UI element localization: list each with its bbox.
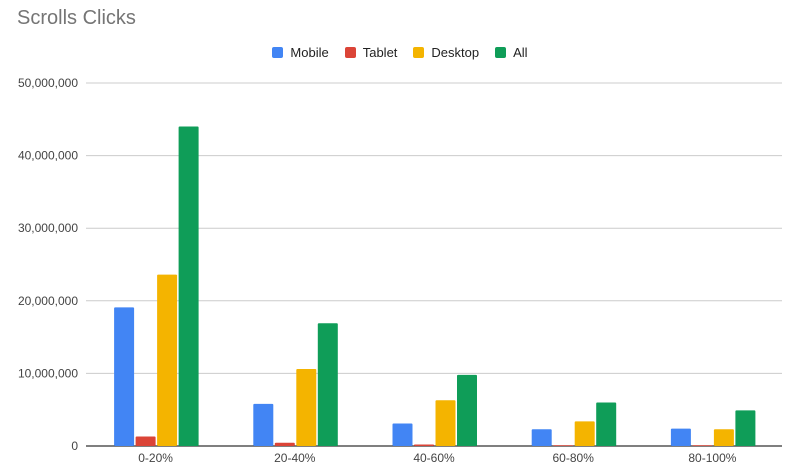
bar-all-0-20%[interactable] — [178, 126, 199, 446]
y-tick-label: 50,000,000 — [18, 76, 78, 90]
bar-all-40-60%[interactable] — [457, 374, 477, 446]
legend-swatch-all — [495, 47, 507, 58]
bar-mobile-40-60%[interactable] — [392, 423, 413, 446]
x-tick-label: 20-40% — [274, 451, 316, 465]
bar-all-60-80%[interactable] — [596, 402, 617, 446]
bar-all-80-100%[interactable] — [735, 410, 756, 446]
legend-item-mobile[interactable]: Mobile — [272, 45, 329, 60]
legend-item-desktop[interactable]: Desktop — [413, 45, 479, 60]
y-tick-label: 30,000,000 — [18, 221, 78, 235]
legend-item-tablet[interactable]: Tablet — [344, 45, 398, 60]
legend-label-all: All — [513, 45, 528, 60]
bar-desktop-60-80%[interactable] — [574, 421, 595, 446]
legend-label-mobile: Mobile — [290, 45, 329, 60]
x-tick-label: 40-60% — [413, 451, 455, 465]
bar-tablet-0-20%[interactable] — [135, 436, 156, 446]
legend-item-all[interactable]: All — [495, 45, 528, 60]
legend-swatch-mobile — [272, 47, 284, 58]
chart-title: Scrolls Clicks — [17, 7, 136, 29]
y-tick-label: 20,000,000 — [18, 294, 78, 308]
x-tick-label: 60-80% — [553, 451, 595, 465]
y-tick-label: 40,000,000 — [18, 149, 78, 163]
bar-mobile-20-40%[interactable] — [253, 403, 274, 446]
bar-desktop-20-40%[interactable] — [296, 369, 317, 446]
legend: Mobile Tablet Desktop All — [0, 45, 800, 60]
bar-mobile-60-80%[interactable] — [531, 429, 552, 446]
x-tick-label: 0-20% — [138, 451, 173, 465]
bar-desktop-0-20%[interactable] — [157, 274, 178, 446]
legend-label-desktop: Desktop — [431, 45, 480, 60]
bar-tablet-40-60%[interactable] — [414, 444, 434, 446]
bar-tablet-80-100%[interactable] — [692, 445, 713, 446]
bar-tablet-60-80%[interactable] — [553, 445, 574, 446]
y-tick-label: 10,000,000 — [18, 366, 78, 380]
bar-mobile-80-100%[interactable] — [670, 428, 691, 446]
legend-label-tablet: Tablet — [362, 45, 398, 60]
x-tick-label: 80-100% — [688, 451, 736, 465]
legend-swatch-tablet — [344, 47, 356, 58]
legend-swatch-desktop — [413, 47, 425, 58]
bar-mobile-0-20%[interactable] — [114, 307, 135, 446]
bar-tablet-20-40%[interactable] — [274, 442, 295, 446]
bar-all-20-40%[interactable] — [317, 323, 338, 446]
bar-desktop-80-100%[interactable] — [713, 429, 734, 446]
y-tick-label: 0 — [71, 439, 78, 453]
bar-desktop-40-60%[interactable] — [435, 400, 456, 446]
